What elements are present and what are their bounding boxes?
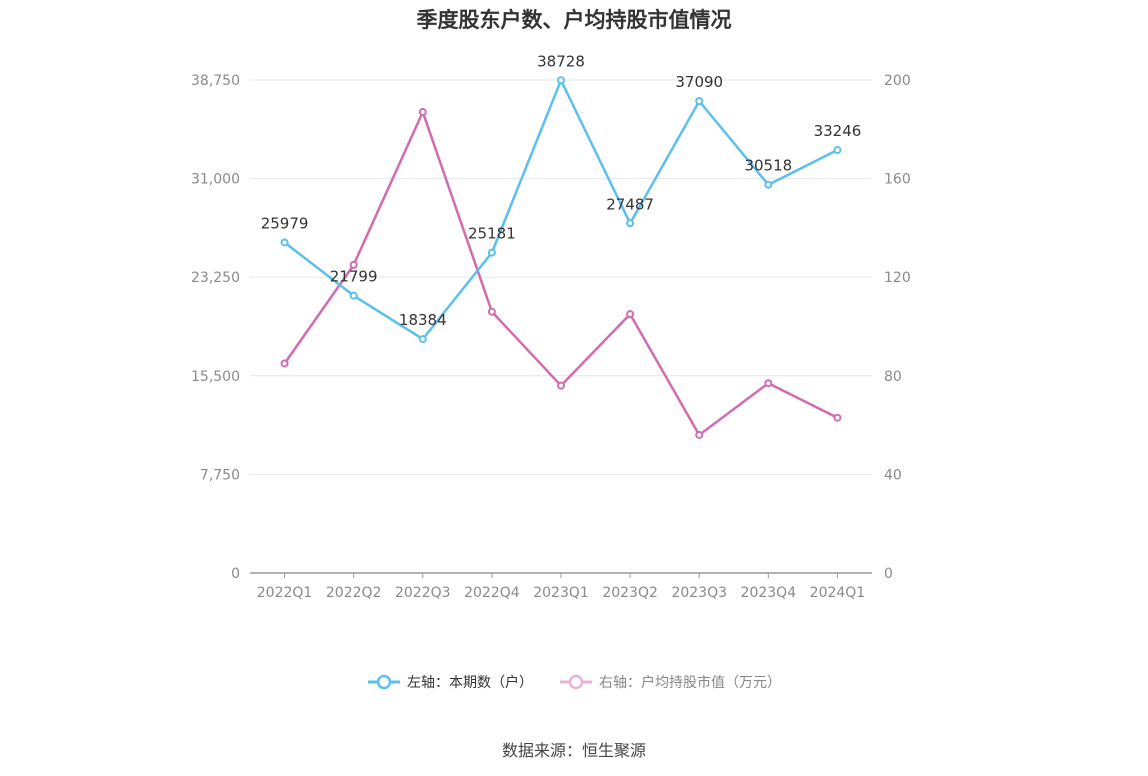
- chart-title: 季度股东户数、户均持股市值情况: [416, 8, 732, 32]
- legend: 左轴：本期数（户） 右轴：户均持股市值（万元）: [0, 672, 1148, 692]
- data-label: 38728: [537, 52, 585, 70]
- data-point-right: [626, 310, 635, 319]
- right-tick-label: 0: [884, 566, 893, 582]
- data-point-left: [695, 97, 704, 106]
- legend-label-right: 右轴：户均持股市值（万元）: [599, 675, 781, 691]
- right-tick-label: 200: [884, 73, 911, 89]
- series-line-left: [283, 79, 839, 341]
- x-tick-label: 2023Q2: [602, 585, 658, 601]
- left-tick-label: 7,750: [200, 467, 240, 483]
- right-tick-label: 160: [884, 172, 911, 188]
- left-tick-label: 31,000: [191, 172, 240, 188]
- data-point-right: [764, 379, 773, 388]
- legend-line-left-icon: [368, 674, 400, 690]
- x-tick-label: 2023Q1: [533, 585, 589, 601]
- data-label: 25181: [468, 225, 516, 243]
- data-source: 数据来源：恒生聚源: [501, 741, 646, 760]
- data-point-right: [695, 430, 704, 439]
- right-axis: 0 40 80 120 160 200: [884, 73, 911, 582]
- data-label: 18384: [399, 311, 447, 329]
- data-label: 25979: [261, 214, 309, 232]
- x-tick-label: 2022Q1: [257, 585, 313, 601]
- data-point-right: [487, 307, 496, 316]
- legend-item-right[interactable]: 右轴：户均持股市值（万元）: [559, 672, 781, 692]
- data-point-right: [833, 413, 842, 422]
- data-point-right: [349, 260, 358, 269]
- data-label: 30518: [744, 157, 792, 175]
- data-point-left: [349, 291, 358, 300]
- data-point-left: [626, 219, 635, 228]
- right-tick-label: 40: [884, 467, 902, 483]
- data-label: 33246: [814, 122, 862, 140]
- data-point-right: [280, 359, 289, 368]
- left-tick-label: 15,500: [191, 369, 240, 385]
- data-label: 37090: [675, 73, 723, 91]
- x-tick-label: 2023Q4: [741, 585, 797, 601]
- right-tick-label: 120: [884, 270, 911, 286]
- x-axis: 2022Q1 2022Q2 2022Q3 2022Q4 2023Q1 2023Q2 2023…: [250, 572, 872, 601]
- left-axis: 0 7,750 15,500 23,250 31,000 38,750: [191, 73, 240, 582]
- data-label: 27487: [606, 195, 654, 213]
- left-tick-label: 23,250: [191, 270, 240, 286]
- x-tick-label: 2024Q1: [810, 585, 866, 601]
- grid-lines: [250, 79, 872, 475]
- x-tick-label: 2022Q2: [326, 585, 382, 601]
- x-tick-label: 2022Q3: [395, 585, 451, 601]
- left-tick-label: 0: [231, 566, 240, 582]
- data-point-left: [280, 238, 289, 247]
- legend-item-left[interactable]: 左轴：本期数（户）: [367, 672, 533, 692]
- legend-line-right-icon: [560, 674, 592, 690]
- x-tick-label: 2023Q3: [671, 585, 727, 601]
- data-point-left: [487, 248, 496, 257]
- data-label: 21799: [330, 268, 378, 286]
- left-tick-label: 38,750: [191, 73, 240, 89]
- right-tick-label: 80: [884, 369, 902, 385]
- data-point-left: [833, 146, 842, 155]
- data-point-right: [418, 108, 427, 117]
- data-point-left: [557, 76, 565, 85]
- data-point-left: [764, 180, 773, 189]
- series-layer: [280, 76, 842, 439]
- legend-label-left: 左轴：本期数（户）: [407, 675, 533, 691]
- x-tick-label: 2022Q4: [464, 585, 520, 601]
- data-labels: 25979 21799 18384 25181 38728 27487 37090 30518…: [261, 52, 862, 329]
- data-point-right: [557, 381, 565, 390]
- data-point-left: [418, 335, 427, 344]
